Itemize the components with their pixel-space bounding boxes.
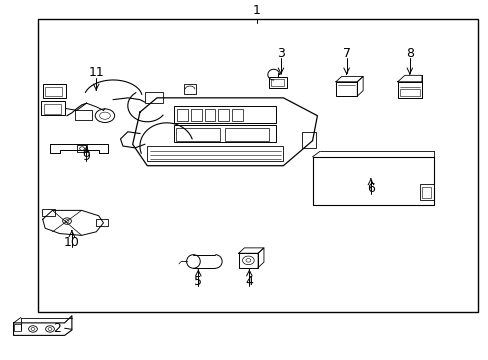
Bar	[421, 187, 430, 198]
Bar	[96, 219, 108, 226]
Text: 8: 8	[405, 47, 413, 60]
Bar	[177, 109, 188, 121]
Bar	[268, 77, 287, 88]
Bar	[204, 109, 215, 121]
Bar	[42, 84, 66, 98]
Bar	[238, 253, 258, 267]
Bar	[147, 147, 283, 161]
Text: 9: 9	[82, 150, 90, 163]
Bar	[397, 82, 421, 98]
Bar	[399, 89, 419, 96]
Bar	[335, 82, 357, 96]
Bar	[144, 92, 163, 103]
Text: 7: 7	[342, 47, 350, 60]
Bar	[270, 79, 284, 86]
Text: 1: 1	[252, 4, 260, 17]
Text: 11: 11	[88, 66, 104, 79]
Bar	[183, 84, 196, 94]
Bar	[45, 87, 62, 96]
Bar	[75, 110, 92, 120]
Bar	[224, 128, 268, 141]
Bar	[41, 102, 64, 115]
Bar	[38, 19, 477, 312]
Bar	[191, 109, 201, 121]
Text: 4: 4	[245, 275, 253, 288]
Bar	[174, 125, 276, 143]
Text: 6: 6	[366, 183, 374, 195]
Bar	[176, 128, 220, 141]
Bar	[218, 109, 228, 121]
Bar	[77, 145, 87, 152]
Bar	[14, 324, 21, 331]
Bar	[41, 208, 55, 216]
Text: 3: 3	[277, 47, 285, 60]
Bar	[43, 104, 61, 113]
Text: 5: 5	[194, 275, 202, 288]
Bar	[301, 132, 316, 148]
Bar	[419, 184, 433, 200]
Text: 10: 10	[64, 236, 80, 249]
Bar	[174, 106, 276, 123]
Bar	[231, 109, 242, 121]
Text: 2: 2	[53, 322, 61, 335]
